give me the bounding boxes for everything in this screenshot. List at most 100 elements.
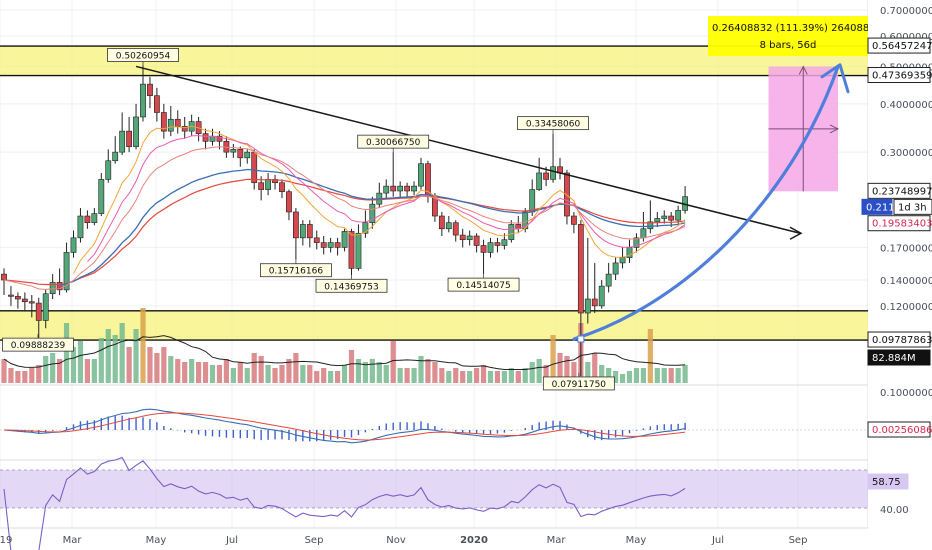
candle-body <box>369 203 376 224</box>
volume-bar <box>397 368 403 383</box>
x-tick-label: May <box>626 535 647 546</box>
tag-support: 0.09787863 <box>872 335 932 346</box>
volume-bar <box>77 341 84 383</box>
volume-bar <box>467 371 473 383</box>
price-labels: 0.50260954 0.09888239 0.157161660.14369753… <box>2 16 869 391</box>
volume-bar <box>50 353 56 383</box>
candle-body <box>70 237 77 253</box>
rsi-pane <box>0 456 868 550</box>
volume-bar <box>599 365 605 383</box>
candle-body <box>438 215 445 230</box>
volume-bar <box>286 359 292 383</box>
candle-body <box>341 231 348 248</box>
candle-body <box>334 242 341 248</box>
volume-bar <box>36 365 42 383</box>
volume-bar <box>216 365 223 383</box>
projection-varrow <box>798 65 808 75</box>
x-tick-label: 19 <box>0 535 12 546</box>
candle-body <box>286 191 292 213</box>
volume-bar <box>154 353 160 383</box>
candle-body <box>174 118 181 127</box>
volume-bar <box>390 341 396 383</box>
volume-bar <box>258 356 264 383</box>
candle-body <box>306 224 313 239</box>
candle-body <box>160 112 167 132</box>
tag-resistance-top-bg <box>867 37 931 54</box>
tag-last-price-partial: 0.211 <box>866 202 895 213</box>
volume-bar <box>279 365 285 383</box>
candle-body <box>320 242 327 248</box>
volume-bar <box>522 368 528 383</box>
volume-bar <box>189 359 195 383</box>
candle-body <box>418 163 424 187</box>
candle-body <box>508 224 515 241</box>
candle-body <box>258 182 265 190</box>
volume-bar <box>571 362 577 383</box>
candle-body <box>28 301 35 304</box>
candle-body <box>445 222 452 230</box>
trendline <box>135 65 801 234</box>
label-high-nov: 0.30066750 <box>366 138 421 148</box>
candle-body <box>49 282 56 295</box>
volume-bar <box>175 359 181 383</box>
candle-body <box>591 298 598 307</box>
volume-bar <box>63 323 70 383</box>
volume-bar <box>168 356 174 383</box>
candle-body <box>404 185 410 192</box>
tag-volume: 82.884M <box>872 353 916 364</box>
volume-bar <box>29 368 35 383</box>
candle-body <box>133 116 139 147</box>
candle-body <box>167 118 174 132</box>
label-low-2019-group: 0.09888239 <box>2 334 74 352</box>
volume-bar <box>647 329 653 383</box>
candle-body <box>355 232 362 269</box>
volume-bar <box>474 368 480 383</box>
tag-ma-value: 0.19583403 <box>872 219 932 230</box>
volume-bar <box>626 371 633 383</box>
volume-bar <box>460 371 466 383</box>
candle-body <box>265 179 271 190</box>
candle-body <box>105 160 112 180</box>
label-low-dec-box <box>447 277 520 292</box>
volume-bar <box>682 365 688 383</box>
candle-body <box>230 149 237 153</box>
volume-bar <box>418 356 424 383</box>
trendline-arrowhead <box>789 226 803 240</box>
candle-body <box>564 172 570 217</box>
x-tick-label: 2020 <box>460 535 488 546</box>
tag-ma-value-bg <box>867 215 931 232</box>
volume-bar <box>592 353 598 383</box>
volume-bar <box>22 371 28 383</box>
volume-bar <box>369 359 375 383</box>
candle-body <box>42 293 49 321</box>
macd-pane <box>0 408 868 444</box>
label-low-dec-group: 0.14514075 <box>447 274 520 292</box>
tag-macd-bg <box>867 421 931 438</box>
candle-body <box>181 125 188 132</box>
label-high-feb: 0.33458060 <box>526 120 581 130</box>
candle-body <box>633 237 640 248</box>
candle-body <box>480 245 487 253</box>
volume-bar <box>335 371 341 383</box>
label-low-mar-group: 0.07911750 <box>542 372 615 391</box>
candle-body <box>126 130 132 147</box>
label-peak: 0.50260954 <box>116 51 171 61</box>
tag-macd: 0.00256086 <box>872 425 932 436</box>
volume-bar <box>633 368 640 383</box>
candle-body <box>63 252 70 291</box>
drawings <box>135 63 850 343</box>
volume-bar <box>272 368 278 383</box>
volume-bar <box>140 308 146 383</box>
volume-bar <box>161 347 167 383</box>
volume-bar <box>126 347 132 383</box>
candle-body <box>1 273 7 281</box>
candle-body <box>675 210 682 221</box>
projection-arrow <box>572 64 840 341</box>
tag-resistance-bottom: 0.47369359 <box>872 71 932 82</box>
volume-bar <box>439 368 445 383</box>
tag-resistance-bottom-bg <box>867 67 931 84</box>
